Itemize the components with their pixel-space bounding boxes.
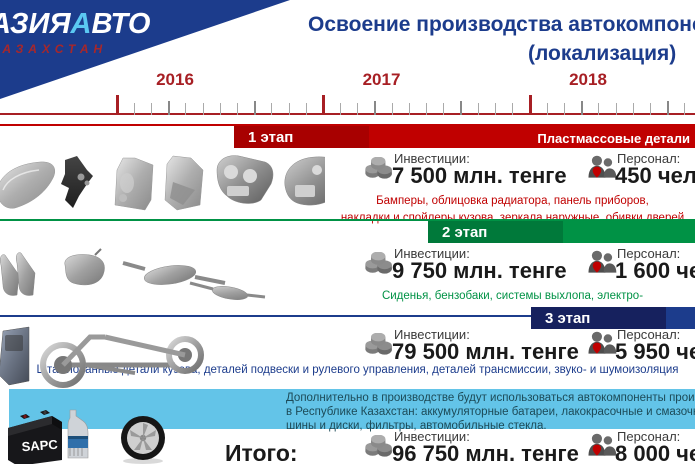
- svg-text:SAPC: SAPC: [21, 437, 59, 455]
